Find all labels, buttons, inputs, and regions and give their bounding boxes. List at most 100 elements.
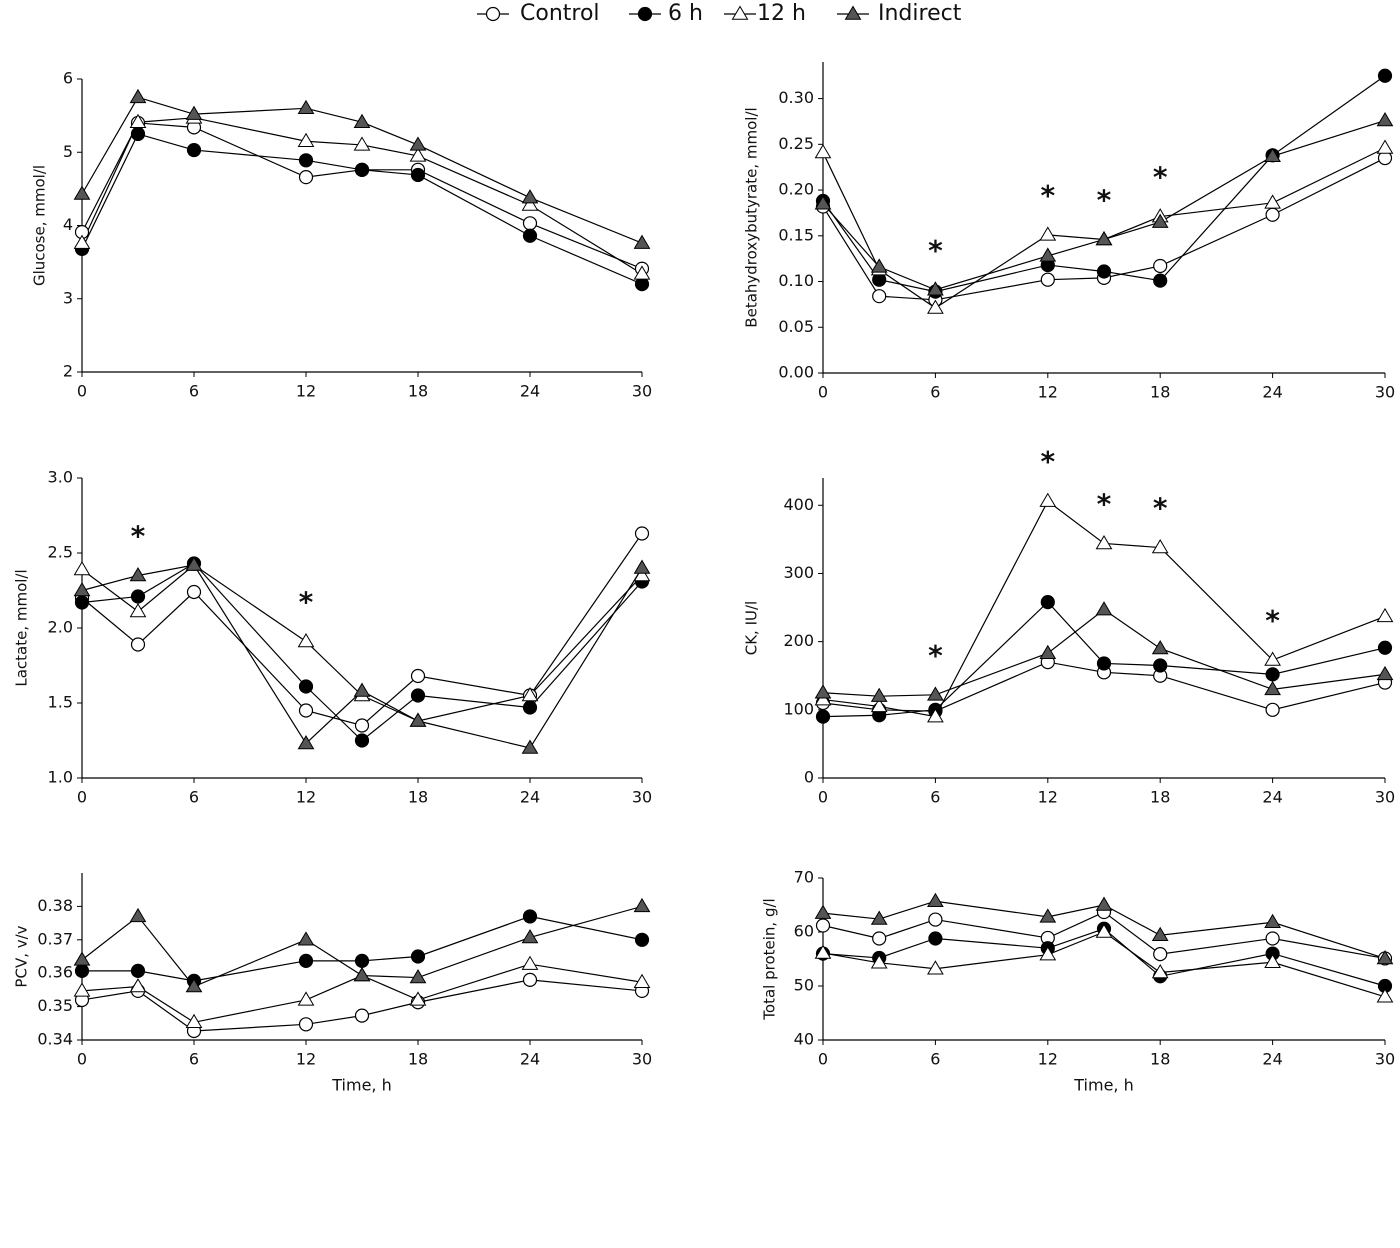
marker — [1039, 908, 1057, 923]
y-axis-title: CK, IU/l — [743, 601, 761, 655]
marker — [1095, 230, 1113, 246]
x-tick-label: 18 — [408, 382, 428, 401]
marker — [1265, 702, 1280, 717]
x-tick-label: 18 — [1150, 1050, 1170, 1069]
y-tick-label: 0.30 — [778, 88, 814, 107]
x-tick-label: 30 — [1375, 1050, 1395, 1069]
marker — [927, 281, 944, 296]
significance-mark: * — [1265, 604, 1280, 637]
marker — [298, 1017, 314, 1032]
marker — [73, 982, 91, 997]
y-tick-label: 100 — [783, 699, 814, 718]
y-tick-label: 0.00 — [778, 363, 814, 382]
y-tick-label: 0.37 — [37, 929, 73, 948]
marker — [129, 88, 147, 104]
y-axis-title: Betahydroxybutyrate, mmol/l — [743, 107, 761, 327]
significance-mark: * — [928, 639, 943, 672]
marker — [129, 978, 147, 993]
x-tick-label: 24 — [520, 788, 540, 807]
marker — [297, 991, 315, 1006]
marker — [927, 892, 944, 907]
marker — [1096, 656, 1112, 671]
x-tick-label: 24 — [520, 382, 540, 401]
series-line — [81, 133, 643, 285]
marker — [1039, 644, 1057, 659]
x-tick-label: 30 — [1375, 788, 1395, 807]
marker — [409, 712, 427, 727]
significance-mark: * — [1040, 445, 1055, 478]
marker — [129, 113, 147, 128]
marker — [814, 944, 832, 959]
marker — [928, 912, 943, 927]
marker — [633, 234, 651, 249]
marker — [73, 951, 91, 966]
marker — [410, 668, 426, 684]
series-line — [81, 96, 643, 244]
x-tick-label: 0 — [77, 788, 87, 807]
marker — [522, 909, 538, 924]
marker — [1095, 923, 1113, 938]
series-line — [81, 905, 643, 988]
marker — [1151, 539, 1169, 554]
marker — [815, 918, 831, 933]
y-axis-title: PCV, v/v — [13, 925, 31, 987]
y-tick-label: 40 — [794, 1030, 814, 1049]
y-tick-label: 200 — [783, 631, 814, 650]
marker — [130, 963, 146, 978]
marker — [130, 589, 146, 604]
x-tick-label: 30 — [632, 382, 652, 401]
y-tick-label: 2 — [63, 362, 73, 381]
significance-mark: * — [1097, 487, 1112, 520]
y-tick-label: 60 — [794, 922, 814, 941]
marker — [1151, 639, 1169, 655]
significance-mark: * — [1153, 492, 1168, 525]
marker — [409, 991, 427, 1006]
marker — [1264, 194, 1281, 209]
marker — [73, 582, 91, 597]
marker — [353, 113, 371, 128]
x-axis-title: Time, h — [1073, 1076, 1133, 1095]
y-axis-title: Total protein, g/l — [761, 898, 779, 1020]
x-tick-label: 18 — [408, 1050, 428, 1069]
marker — [297, 633, 315, 648]
x-tick-label: 30 — [632, 1050, 652, 1069]
marker — [130, 126, 146, 142]
y-tick-label: 2.5 — [48, 543, 73, 562]
marker — [1265, 931, 1280, 946]
marker — [410, 949, 426, 964]
marker — [1153, 947, 1168, 962]
marker — [927, 299, 944, 314]
marker — [298, 703, 314, 718]
marker — [1264, 651, 1281, 666]
marker — [814, 144, 832, 159]
marker — [186, 584, 202, 600]
marker — [522, 228, 538, 243]
y-tick-label: 0.36 — [37, 963, 73, 982]
marker — [1151, 964, 1169, 979]
series-line — [82, 915, 643, 982]
marker — [354, 718, 370, 733]
marker — [185, 556, 203, 571]
y-tick-label: 1.0 — [48, 768, 73, 787]
marker — [521, 739, 539, 754]
x-tick-label: 6 — [930, 788, 940, 807]
x-tick-label: 0 — [818, 383, 828, 402]
marker — [298, 953, 314, 968]
marker — [297, 931, 315, 946]
y-tick-label: 300 — [783, 563, 814, 582]
y-tick-label: 0.35 — [37, 996, 73, 1015]
marker — [1095, 601, 1113, 616]
x-tick-label: 6 — [189, 788, 199, 807]
marker — [297, 99, 315, 115]
y-tick-label: 400 — [783, 495, 814, 514]
x-tick-label: 24 — [1262, 383, 1282, 402]
marker — [522, 216, 538, 231]
marker — [927, 960, 944, 975]
legend-marker — [637, 6, 653, 22]
marker — [354, 1008, 370, 1023]
marker — [353, 136, 371, 151]
y-tick-label: 0.15 — [778, 225, 814, 244]
marker — [1095, 534, 1113, 550]
marker — [129, 907, 147, 923]
